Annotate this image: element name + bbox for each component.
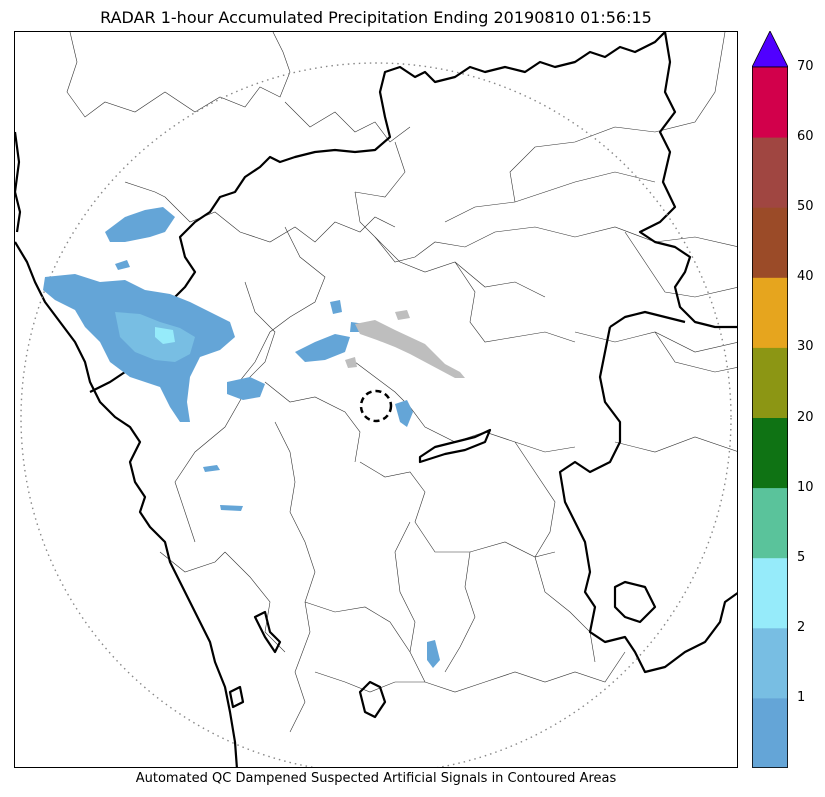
precipitation-areas [43,207,440,668]
rain-area-center-west [227,377,265,400]
rain-peak-west [155,327,175,344]
map-caption: Automated QC Dampened Suspected Artifici… [135,771,617,786]
rain-area-northwest [105,207,175,242]
colorbar-tick-label: 1 [797,689,806,705]
qc-dampened-areas [345,310,465,378]
colorbar [752,31,788,768]
colorbar-segment [752,207,788,278]
district-boundaries [66,32,737,733]
radar-range-ring [20,62,732,767]
colorbar-segment [752,697,788,768]
colorbar-segment [752,137,788,208]
colorbar-tick-label: 5 [797,549,806,565]
colorbar-segment [752,487,788,559]
map-title: RADAR 1-hour Accumulated Precipitation E… [100,8,652,27]
state-boundaries [15,32,737,767]
colorbar-segment [752,347,788,418]
colorbar-tick-label: 70 [797,59,814,74]
colorbar-segment [752,417,788,489]
colorbar-tick-label: 40 [797,269,814,285]
colorbar-segment [752,277,788,348]
colorbar-segment [752,627,788,699]
radar-site-marker [359,389,393,423]
colorbar-segment [752,67,788,138]
colorbar-tick-label: 30 [797,339,814,355]
colorbar-tick-label: 2 [797,619,806,635]
radar-map[interactable] [14,31,738,768]
colorbar-tick-label: 60 [797,129,814,145]
colorbar-outline [752,66,788,768]
colorbar-tick-label: 10 [797,479,814,495]
colorbar-over-triangle [752,31,788,68]
map-canvas [15,32,737,767]
rain-band-center [295,334,350,362]
colorbar-tick-label: 20 [797,409,814,425]
colorbar-canvas [752,31,788,768]
rain-area-south [427,640,440,668]
rain-area-near-site [395,400,413,427]
colorbar-segment [752,557,788,629]
colorbar-tick-label: 50 [797,199,814,215]
